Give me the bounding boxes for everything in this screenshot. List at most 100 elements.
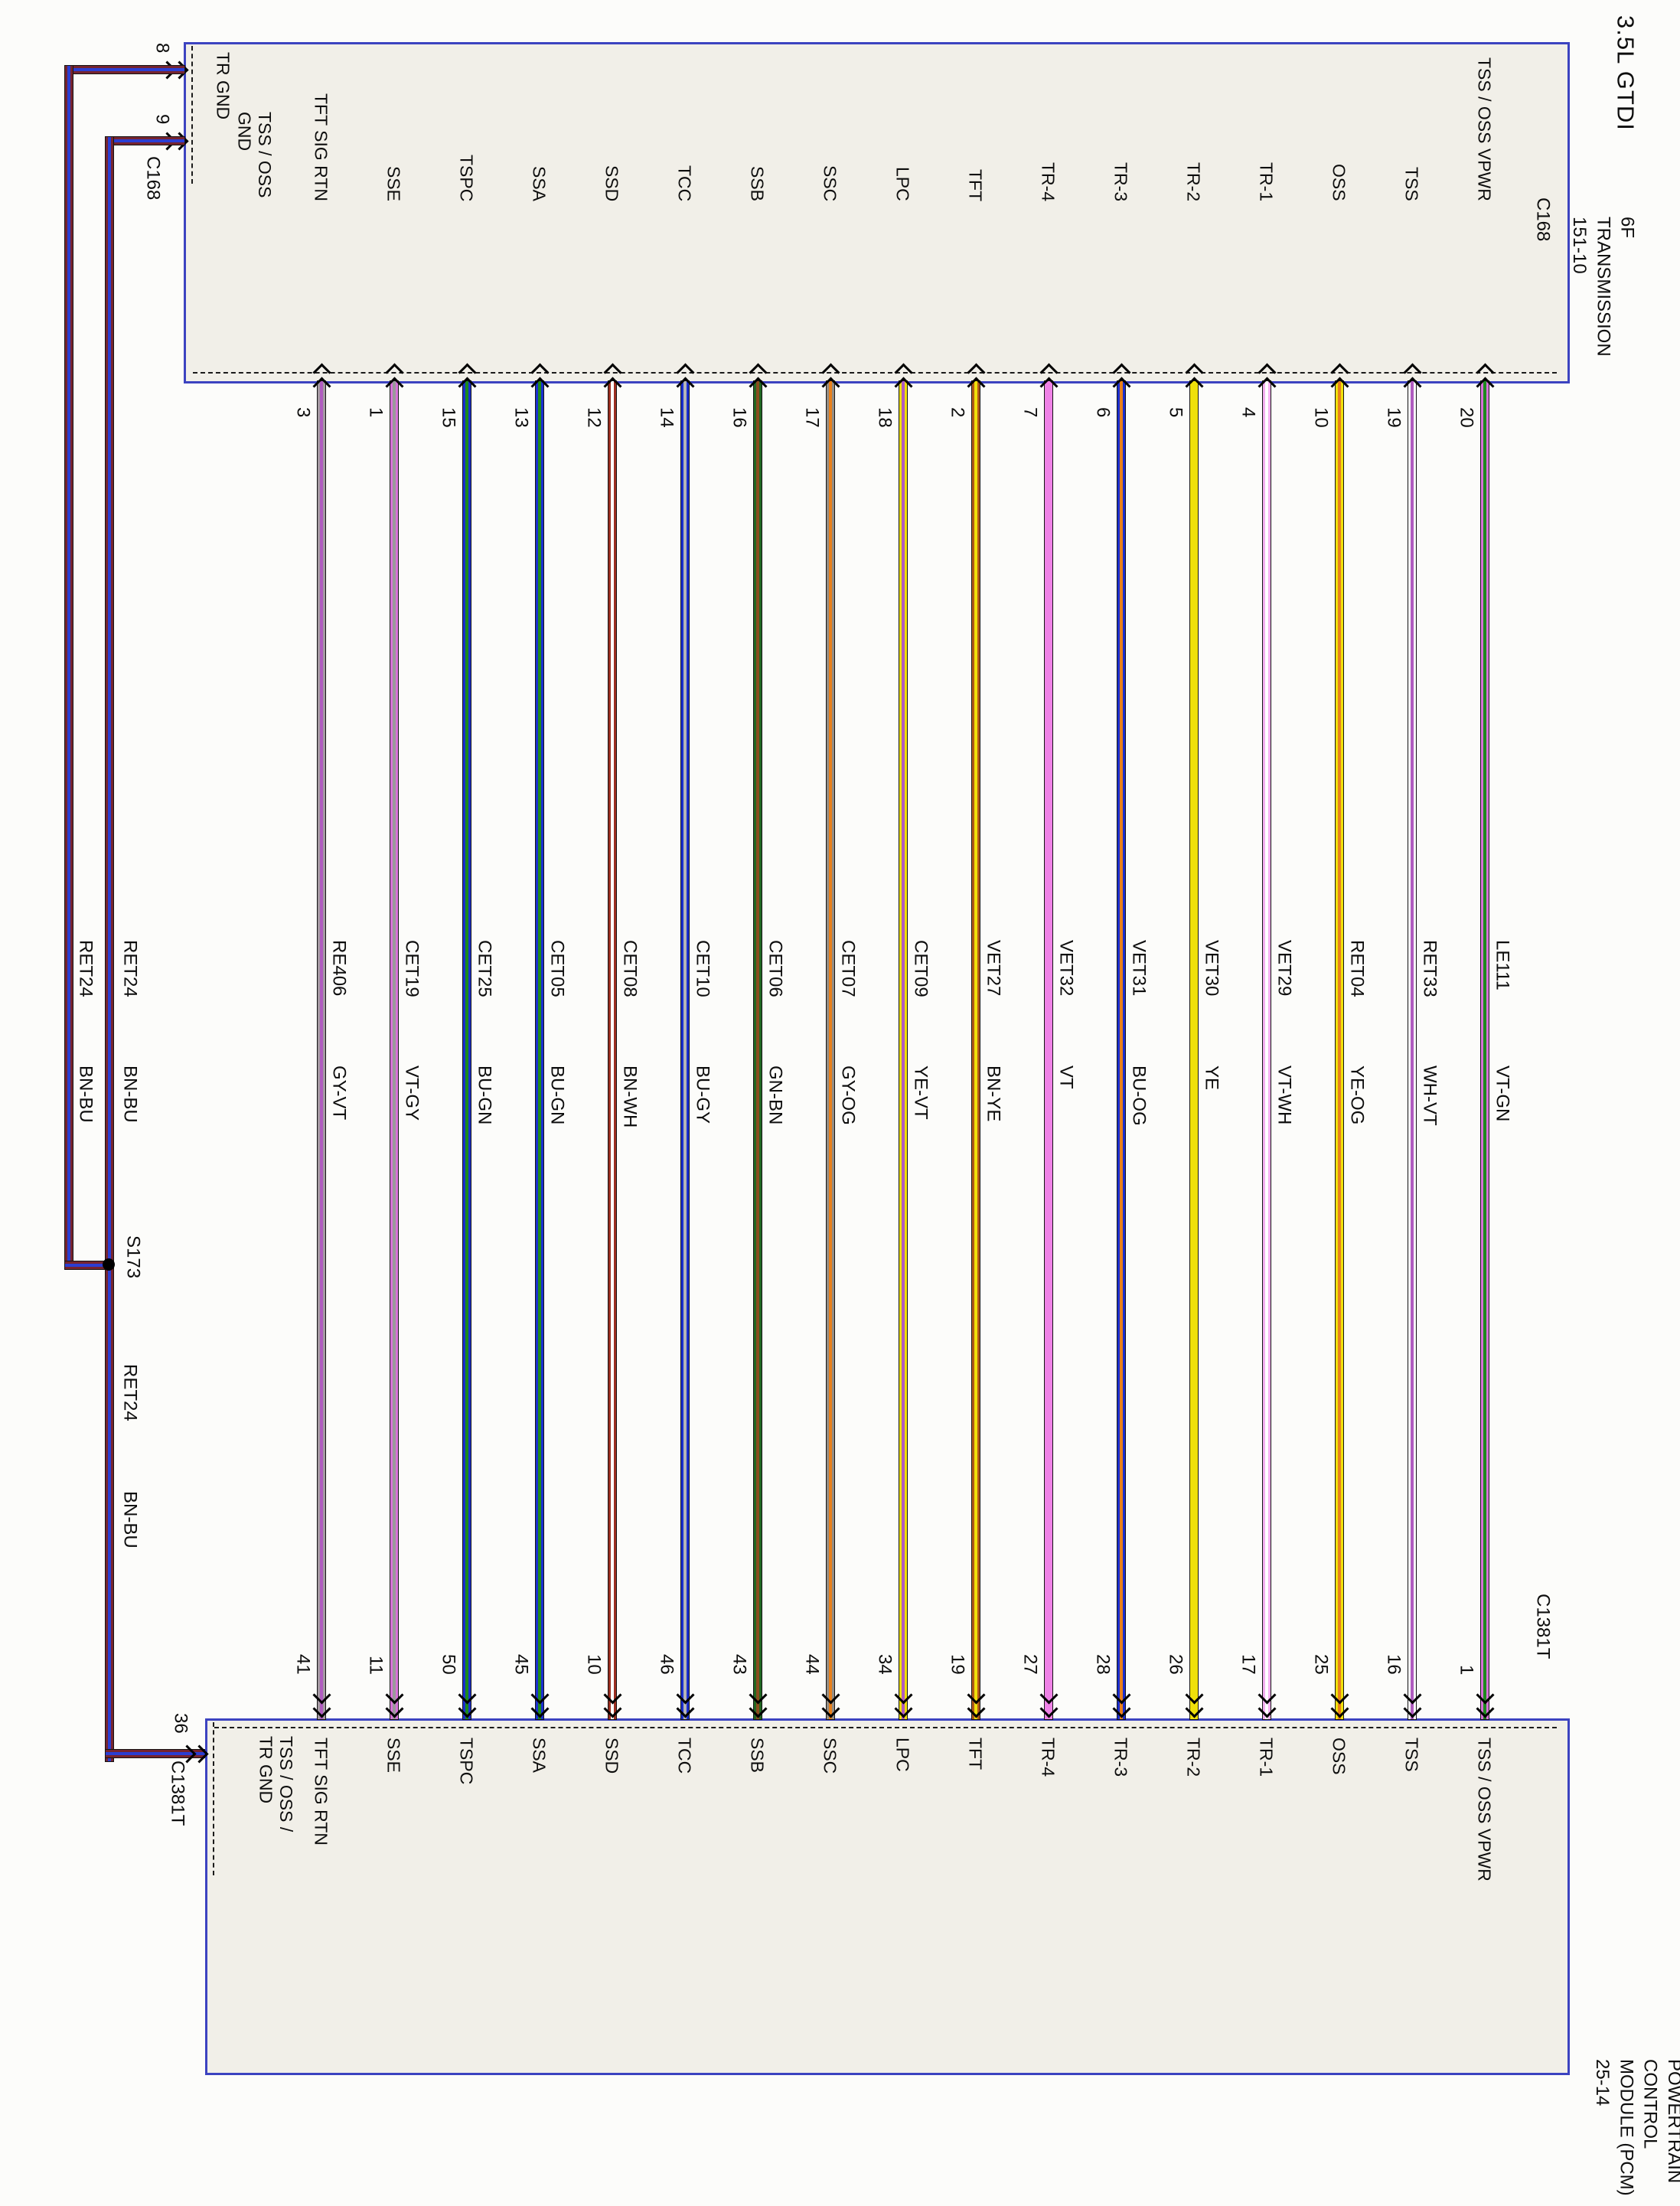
pin-number-bottom: 25 (1310, 1654, 1332, 1675)
wire-bar (1117, 380, 1126, 1720)
pin-number-8: 8 (152, 43, 173, 54)
ground-wire-main-vertical (105, 136, 114, 1762)
pin-number-bottom: 41 (292, 1654, 314, 1675)
pcm-pin-label: LPC (892, 1738, 913, 1772)
pin-number-bottom: 28 (1092, 1654, 1114, 1675)
pcm-pin-label: TSPC (456, 1738, 477, 1785)
pin-number-top: 17 (801, 407, 823, 428)
pcm-box (205, 1718, 1570, 2075)
pcm-pin-label: SSA (529, 1738, 550, 1774)
circuit-label: VET31 (1128, 940, 1150, 997)
tx-pin-label-line: GND (234, 112, 255, 152)
wire-bar (1408, 380, 1417, 1720)
chevron-down-icon (894, 1699, 913, 1718)
tx-pin-label: TFT SIG RTN (311, 93, 331, 201)
circuit-label: CET06 (765, 940, 786, 997)
chevron-down-icon (1112, 1699, 1131, 1718)
wire-bar (1335, 380, 1344, 1720)
pcm-pin-label: TSS / OSS VPWR (1474, 1738, 1495, 1881)
transmission-connector-dashed-line (193, 372, 1557, 374)
pin-number-bottom: 11 (365, 1656, 387, 1675)
wire-bar (1189, 380, 1199, 1720)
connector-label-c168-main: C168 (1532, 197, 1554, 242)
tx-pin-label: TFT (965, 168, 986, 201)
wire-bar (608, 380, 617, 1720)
color-code-label: BU-OG (1128, 1065, 1150, 1126)
pcm-pin-label: SSE (383, 1738, 404, 1774)
tx-pin-label: TR-4 (1038, 162, 1059, 201)
tx-pin-label: SSC (820, 165, 840, 201)
tx-pin-label: TR-2 (1183, 162, 1204, 201)
circuit-label: RET33 (1419, 940, 1440, 997)
color-code-label: BU-GY (692, 1065, 713, 1124)
circuit-label: RET04 (1346, 940, 1368, 997)
connector-label-c1381t-left: C1381T (167, 1761, 188, 1826)
pin-number-bottom: 16 (1383, 1654, 1404, 1675)
color-code-label: YE (1201, 1065, 1222, 1091)
pcm-component-name: POWERTRAIN CONTROL MODULE (PCM) 25-14 (1590, 2059, 1680, 2196)
pin-number-top: 13 (511, 407, 532, 428)
pin-number-top: 18 (874, 407, 895, 428)
circuit-label: CET08 (619, 940, 641, 997)
tx-pin-label: TR-1 (1256, 162, 1277, 201)
color-code-label: GY-VT (328, 1065, 350, 1121)
pin-number-top: 19 (1383, 407, 1404, 428)
color-code-label: BN-BU (75, 1065, 96, 1123)
color-code-label: VT-GN (1492, 1065, 1513, 1122)
chevron-down-icon (1330, 1699, 1349, 1718)
circuit-label: RET24 (75, 940, 96, 997)
pin-number-bottom: 45 (511, 1654, 532, 1675)
circuit-label: RE406 (328, 940, 350, 997)
ground-wire-pin8-vertical (64, 65, 73, 1270)
pin-number-bottom: 10 (583, 1654, 605, 1675)
tx-pin-label: TSS (1401, 167, 1422, 201)
pin-number-top: 4 (1238, 407, 1259, 418)
chevron-down-icon (749, 1699, 768, 1718)
tx-pin-label: LPC (892, 167, 913, 201)
chevron-down-icon (676, 1699, 695, 1718)
ground-wire-pin8-horizontal (64, 65, 185, 74)
pin-number-top: 3 (292, 407, 314, 418)
pin-number-bottom: 26 (1165, 1654, 1186, 1675)
pcm-pin-label: TFT SIG RTN (311, 1738, 331, 1845)
pcm-pin-label: TR-2 (1183, 1738, 1204, 1777)
wire-bar (1044, 380, 1053, 1720)
chevron-down-icon (312, 1699, 331, 1718)
tx-pin-label: OSS (1329, 164, 1349, 201)
circuit-label: VET32 (1055, 940, 1077, 997)
pin-number-top: 20 (1456, 407, 1477, 428)
connector-label-c1381t-main: C1381T (1532, 1594, 1554, 1659)
color-code-label: YE-VT (910, 1065, 931, 1120)
color-code-label: VT-WH (1274, 1065, 1295, 1125)
pin-number-bottom: 50 (438, 1654, 459, 1675)
chevron-down-icon (1403, 1699, 1422, 1718)
pcm-pin-label-line: TSS / OSS / (276, 1736, 296, 1832)
pcm-pin-label: TSS (1401, 1738, 1422, 1772)
splice-label: S173 (122, 1235, 144, 1279)
page-title: 3.5L GTDI (1612, 15, 1639, 131)
pcm-pin-label: TR-4 (1038, 1738, 1059, 1777)
chevron-down-icon (530, 1699, 550, 1718)
component-name-line: 6F (1616, 217, 1638, 239)
component-name-line: 151-10 (1569, 217, 1590, 274)
wire-bar (753, 380, 762, 1720)
pcm-pin-label: SSC (820, 1738, 840, 1774)
circuit-label: CET05 (546, 940, 568, 997)
pcm-left-connector-dashed-line (213, 1722, 214, 1875)
pin-number-bottom: 17 (1238, 1654, 1259, 1675)
color-code-label: VT (1055, 1065, 1077, 1089)
pin-number-top: 5 (1165, 407, 1186, 418)
tx-pin-label-tss-oss-gnd: TSS / OSS GND (234, 112, 274, 197)
pcm-pin-label: TCC (674, 1738, 695, 1774)
tx-pin-label: TSS / OSS VPWR (1474, 57, 1495, 201)
circuit-label: CET09 (910, 940, 931, 997)
circuit-label: LE111 (1492, 940, 1513, 990)
circuit-label: CET07 (837, 940, 859, 997)
pcm-pin-label: TR-1 (1256, 1738, 1277, 1777)
chevron-down-icon (458, 1699, 477, 1718)
circuit-label: CET19 (401, 940, 422, 997)
pcm-pin-label: TR-3 (1111, 1738, 1131, 1777)
component-name-line: MODULE (PCM) (1616, 2059, 1637, 2196)
color-code-label: GN-BN (765, 1065, 786, 1125)
pcm-connector-dashed-line (214, 1727, 1557, 1728)
